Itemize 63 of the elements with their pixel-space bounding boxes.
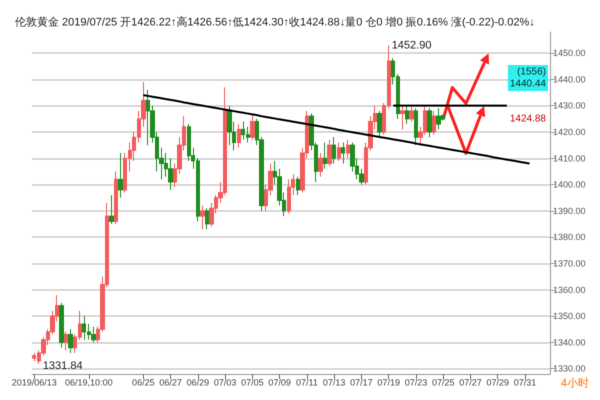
x-tick-label: 06/19,10:00 <box>65 378 113 388</box>
x-tick-label: 07/23 <box>404 378 428 388</box>
y-tick-label: 1340.00 <box>553 337 586 348</box>
candlestick <box>91 326 96 343</box>
candlestick <box>59 302 64 348</box>
y-tick-label: 1440.00 <box>553 74 586 84</box>
chart-title: 伦敦黄金 2019/07/25 开1426.22↑高1426.56↑低1424.30↑收1424.88↓量0 仓0 增0 振0.16% 涨(-0.22)-0.02%↓ <box>15 16 535 28</box>
x-tick-label: 07/17 <box>350 378 373 388</box>
candlestick <box>377 110 382 138</box>
annotation: 1452.90 <box>392 39 432 52</box>
y-tick-label: 1400.00 <box>553 180 586 190</box>
candlestick <box>409 105 414 122</box>
candlestick <box>237 124 241 148</box>
candlestick <box>205 208 209 230</box>
candlestick <box>118 152 123 198</box>
y-tick-label: 1350.00 <box>553 311 586 322</box>
x-tick-label: 06/25 <box>132 378 155 388</box>
candlestick <box>436 108 441 130</box>
candlestick <box>332 136 336 164</box>
x-tick-label: 07/29 <box>486 378 510 388</box>
y-tick-label: 1380.00 <box>553 232 586 242</box>
candlestick <box>341 142 345 164</box>
candlestick <box>400 105 405 130</box>
candlestick <box>318 152 323 178</box>
candlestick <box>327 139 332 167</box>
candlestick <box>337 142 341 162</box>
y-tick-label: 1360.00 <box>553 284 586 295</box>
candlestick <box>414 108 418 146</box>
annotation: 1424.88 <box>510 114 546 125</box>
x-tick-label: 07/05 <box>241 378 264 388</box>
candlestick <box>68 328 73 354</box>
y-tick-label: 1450.00 <box>553 48 586 58</box>
candlestick <box>427 108 432 138</box>
text: 4小时 <box>560 376 590 390</box>
x-tick-label: 07/13 <box>322 378 346 388</box>
candlestick <box>114 170 118 225</box>
y-tick-label: 1370.00 <box>553 258 586 269</box>
x-tick-label: 2019/06/13 <box>12 378 57 388</box>
x-tick-label: 07/11 <box>296 378 318 388</box>
candlestick <box>323 142 327 170</box>
y-tick-label: 1420.00 <box>553 126 586 137</box>
y-tick-label: 1410.00 <box>553 153 586 164</box>
candlestick <box>250 113 255 140</box>
y-tick-label: 1430.00 <box>553 100 586 111</box>
x-tick-label: 06/27 <box>159 378 182 388</box>
candlestick <box>405 105 409 125</box>
y-tick-label: 1330.00 <box>553 364 586 374</box>
candlestick <box>346 139 350 159</box>
y-tick-label: 1390.00 <box>553 206 586 216</box>
candlestick <box>64 331 68 351</box>
x-tick-label: 07/19 <box>377 378 400 388</box>
x-tick-label: 06/29 <box>186 378 210 388</box>
x-tick-label: 07/27 <box>459 378 482 388</box>
candlestick <box>200 205 205 230</box>
x-tick-label: 07/25 <box>432 378 454 388</box>
annotation: 1331.84 <box>42 360 83 372</box>
candlestick <box>296 176 300 196</box>
x-tick-label: 07/03 <box>214 378 236 388</box>
annotation: (1556) 1440.44 <box>510 66 546 90</box>
candlestick <box>109 194 114 225</box>
candlestick <box>432 110 436 136</box>
x-tick-label: 07/31 <box>514 378 536 388</box>
x-tick-label: 07/09 <box>268 378 291 388</box>
